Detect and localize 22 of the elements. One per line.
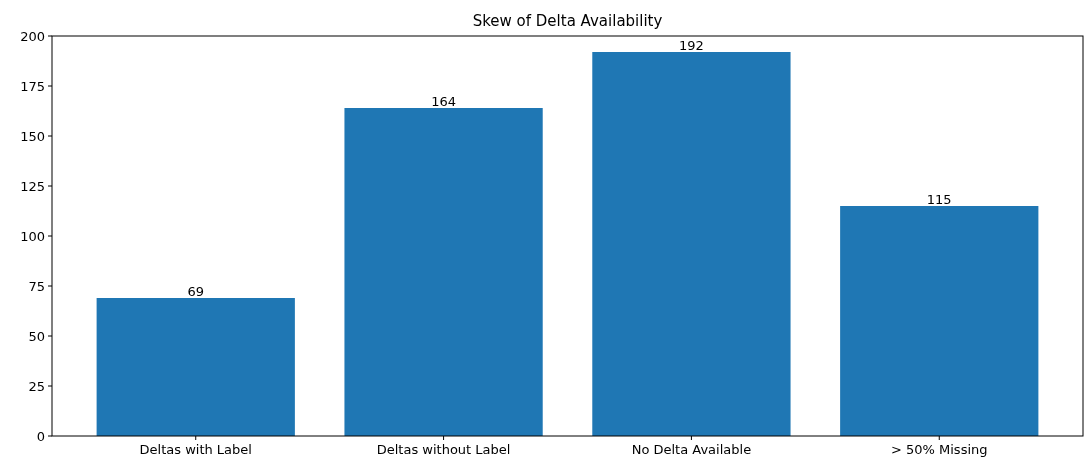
y-tick-label: 75 (28, 278, 45, 294)
data-label: 192 (679, 38, 704, 53)
x-tick-label: Deltas without Label (376, 442, 511, 457)
bar (344, 108, 543, 436)
y-tick-label: 125 (20, 178, 45, 194)
chart-title: Skew of Delta Availability (472, 12, 663, 30)
bar (592, 52, 791, 436)
x-tick-label: > 50% Missing (890, 442, 988, 457)
y-tick-label: 25 (28, 378, 45, 394)
x-tick-label: No Delta Available (631, 442, 752, 457)
bar (840, 206, 1039, 436)
y-tick-label: 0 (36, 428, 45, 444)
y-tick-label: 150 (20, 128, 45, 144)
y-tick-label: 50 (28, 328, 45, 344)
y-tick-label: 100 (20, 228, 45, 244)
x-tick-label: Deltas with Label (139, 442, 252, 457)
data-label: 115 (926, 192, 952, 207)
y-tick-label: 200 (20, 28, 45, 44)
data-label: 164 (431, 94, 456, 109)
y-tick-label: 175 (20, 78, 45, 94)
bar (96, 298, 295, 436)
data-label: 69 (187, 284, 205, 299)
